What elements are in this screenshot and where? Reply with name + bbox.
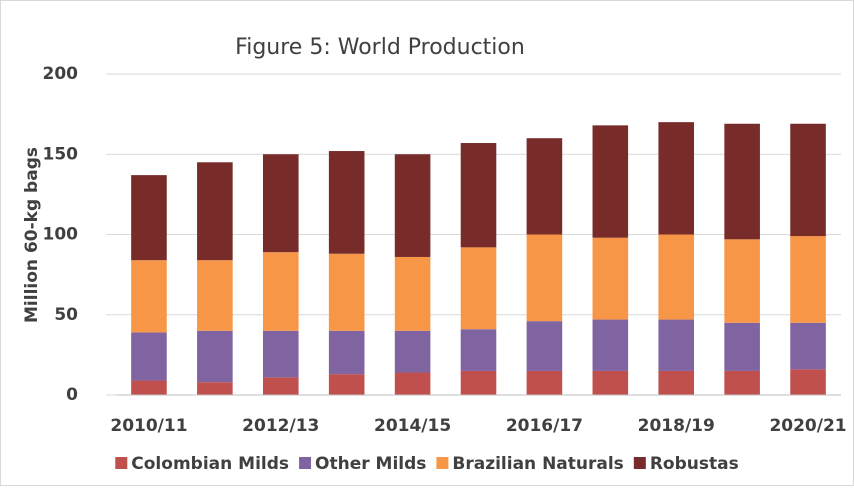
bar-segment <box>658 122 695 235</box>
bar-segment <box>658 234 695 320</box>
x-tick-label: 2014/15 <box>374 416 451 436</box>
legend-label: Brazilian Naturals <box>452 454 623 474</box>
bar-segment <box>262 252 299 331</box>
bar-segment <box>460 247 497 330</box>
y-tick-label: 150 <box>43 144 79 164</box>
bar-segment <box>592 319 629 371</box>
bar-segment <box>790 322 826 370</box>
bar-segment <box>790 123 826 237</box>
bar-segment <box>724 322 760 371</box>
legend-swatch <box>436 457 449 469</box>
bar-segment <box>197 330 233 383</box>
legend-label: Other Milds <box>315 454 426 474</box>
bar-segment <box>197 260 233 331</box>
bar-segment <box>658 370 695 395</box>
bar-segment <box>394 154 431 257</box>
bar-segment <box>394 330 431 373</box>
bar-segment <box>131 175 167 261</box>
bar-segment <box>460 329 497 371</box>
bar-segment <box>131 260 167 333</box>
bar-segment <box>526 138 563 235</box>
bar-segment <box>592 125 629 238</box>
bar-segment <box>460 370 497 395</box>
y-tick-label: 50 <box>54 305 78 325</box>
bar-segment <box>658 319 695 371</box>
x-tick-label: 2016/17 <box>506 416 583 436</box>
bar-segment <box>394 372 431 395</box>
legend-swatch <box>299 457 312 469</box>
x-tick-label: 2020/21 <box>769 416 846 436</box>
bar-segment <box>790 369 826 395</box>
bar-segment <box>460 143 497 248</box>
bar-segment <box>724 370 760 395</box>
bar-segment <box>328 374 365 395</box>
legend-label: Robustas <box>650 454 739 474</box>
y-tick-label: 200 <box>43 64 79 84</box>
chart-title: Figure 5: World Production <box>235 35 525 60</box>
bar-segment <box>394 256 431 331</box>
legend-label: Colombian Milds <box>131 454 289 474</box>
bar-segment <box>197 382 233 395</box>
bar-segment <box>328 253 365 331</box>
bar-segment <box>262 330 299 378</box>
x-tick-label: 2010/11 <box>110 416 187 436</box>
bar-segment <box>592 370 629 395</box>
legend-swatch <box>633 457 646 469</box>
bar-segment <box>526 234 563 322</box>
bar-segment <box>724 239 760 323</box>
bar-segment <box>724 123 760 240</box>
bar-segment <box>328 330 365 375</box>
bar-segment <box>592 237 629 320</box>
bar-segment <box>262 377 299 395</box>
bar-segment <box>131 332 167 381</box>
bar-segment <box>526 370 563 395</box>
x-tick-label: 2012/13 <box>242 416 319 436</box>
legend-swatch <box>115 457 128 469</box>
bar-segment <box>526 321 563 371</box>
y-tick-label: 0 <box>66 385 78 405</box>
bar-segment <box>131 380 167 395</box>
y-tick-label: 100 <box>43 225 79 245</box>
bar-segment <box>790 236 826 323</box>
bar-segment <box>262 154 299 253</box>
x-tick-label: 2018/19 <box>638 416 715 436</box>
y-axis-label: Million 60-kg bags <box>22 147 42 323</box>
bar-segment <box>197 162 233 261</box>
bar-segment <box>328 151 365 254</box>
